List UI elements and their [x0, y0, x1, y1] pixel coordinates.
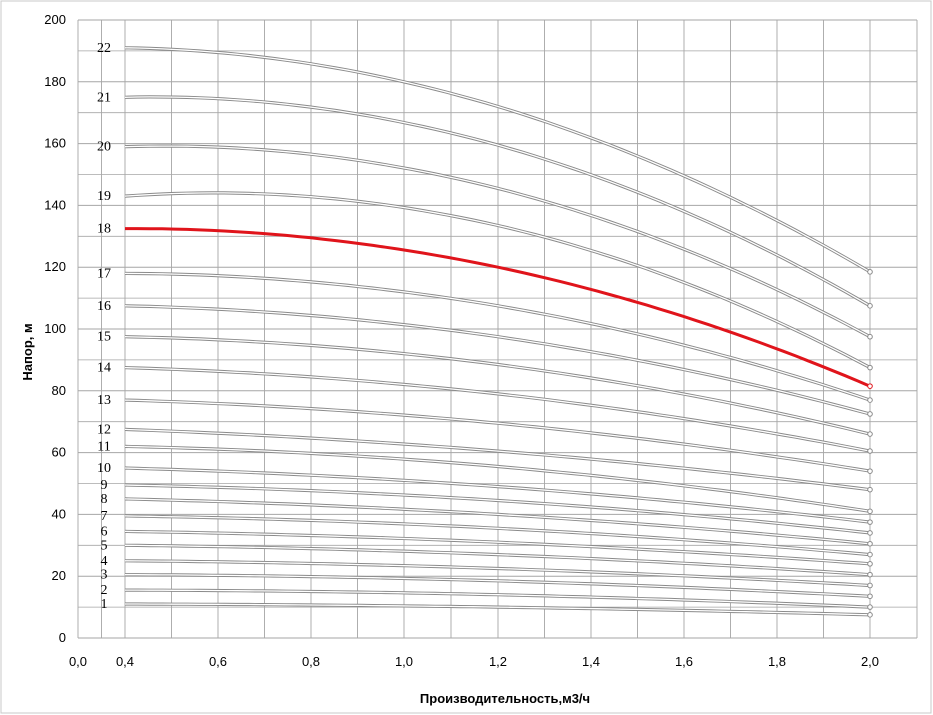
series-end-marker-20 — [867, 333, 873, 340]
curve-label-5: 5 — [101, 538, 108, 553]
curve-label-20: 20 — [97, 140, 111, 155]
series-line-core-14 — [124, 366, 871, 452]
series-line-18 — [125, 227, 871, 388]
series-end-marker-1 — [867, 612, 873, 618]
x-tick-label: 0,4 — [116, 654, 134, 669]
series-line-core-13 — [124, 399, 871, 472]
y-tick-label: 120 — [44, 259, 66, 274]
y-tick-label: 40 — [52, 506, 66, 521]
x-tick-label: 0,8 — [302, 654, 320, 669]
curve-label-14: 14 — [97, 361, 111, 376]
curve-label-7: 7 — [101, 509, 108, 524]
series-line-core-7 — [124, 515, 871, 556]
series-line-core-20 — [124, 145, 871, 338]
series-end-marker-22 — [867, 269, 873, 275]
series-line-core-15 — [124, 336, 871, 435]
series-line-core-6 — [124, 530, 871, 565]
series-line-core-21 — [124, 96, 871, 307]
y-tick-label: 20 — [52, 568, 66, 583]
series-end-marker-17 — [867, 397, 873, 403]
curve-label-22: 22 — [97, 41, 111, 56]
series-end-marker-2 — [867, 604, 873, 610]
series-end-marker-12 — [867, 486, 873, 493]
series-end-marker-13 — [867, 468, 873, 474]
x-tick-label: 1,4 — [582, 654, 600, 669]
series-line-core-16 — [124, 305, 871, 415]
x-axis-title: Производительность,м3/ч — [420, 691, 590, 706]
series-end-marker-4 — [867, 582, 873, 589]
series-line-core-19 — [124, 192, 871, 369]
series-end-marker-19 — [867, 364, 873, 371]
series-end-marker-8 — [867, 540, 873, 547]
series-line-core-8 — [124, 498, 871, 545]
curve-label-3: 3 — [101, 568, 108, 583]
curve-label-4: 4 — [101, 554, 108, 569]
x-tick-label: 1,8 — [768, 654, 786, 669]
y-tick-label: 0 — [59, 630, 66, 645]
series-curves — [124, 46, 873, 618]
x-tick-label: 0,0 — [69, 654, 87, 669]
curve-label-16: 16 — [97, 299, 111, 314]
curve-label-8: 8 — [101, 492, 108, 507]
x-tick-label: 0,6 — [209, 654, 227, 669]
series-end-marker-9 — [867, 530, 873, 536]
y-axis-title: Напор, м — [20, 323, 35, 380]
curve-label-11: 11 — [97, 439, 110, 454]
gridlines — [77, 19, 918, 639]
curve-label-13: 13 — [97, 393, 111, 408]
y-tick-label: 200 — [44, 12, 66, 27]
curve-label-12: 12 — [97, 422, 111, 437]
series-end-marker-10 — [867, 519, 873, 525]
x-tick-label: 1,6 — [675, 654, 693, 669]
series-line-core-5 — [124, 544, 871, 576]
series-line-core-22 — [124, 47, 871, 273]
series-end-marker-11 — [867, 508, 873, 515]
series-end-marker-3 — [867, 593, 873, 600]
y-tick-label: 160 — [44, 136, 66, 151]
curve-label-6: 6 — [101, 524, 108, 539]
x-tick-label: 2,0 — [861, 654, 879, 669]
curve-label-2: 2 — [101, 583, 108, 598]
series-line-core-12 — [124, 428, 871, 491]
curve-label-10: 10 — [97, 461, 111, 476]
series-end-marker-18 — [867, 383, 873, 389]
series-end-marker-6 — [867, 561, 873, 567]
series-line-core-4 — [124, 560, 871, 587]
curve-label-19: 19 — [97, 189, 111, 204]
x-tick-label: 1,0 — [395, 654, 413, 669]
series-line-core-3 — [125, 574, 871, 597]
curve-label-18: 18 — [97, 222, 111, 237]
y-tick-label: 140 — [44, 197, 66, 212]
series-line-core-1 — [125, 603, 871, 616]
curve-label-15: 15 — [97, 330, 111, 345]
y-tick-label: 60 — [52, 445, 66, 460]
series-end-marker-14 — [867, 448, 873, 454]
series-line-core-10 — [124, 467, 871, 523]
series-end-marker-5 — [867, 571, 873, 578]
curve-label-9: 9 — [101, 478, 108, 493]
curve-label-17: 17 — [97, 266, 111, 281]
series-end-marker-21 — [867, 303, 873, 309]
y-tick-label: 80 — [52, 383, 66, 398]
curve-label-1: 1 — [101, 597, 108, 612]
series-line-core-2 — [125, 589, 871, 608]
y-tick-label: 180 — [44, 74, 66, 89]
series-end-marker-15 — [867, 431, 873, 437]
y-tick-label: 100 — [44, 321, 66, 336]
series-line-core-11 — [124, 445, 871, 512]
curve-label-21: 21 — [97, 90, 111, 105]
series-end-marker-7 — [867, 551, 873, 558]
series-line-core-9 — [124, 484, 871, 534]
series-end-marker-16 — [867, 411, 873, 417]
series-line-core-17 — [124, 272, 871, 401]
x-tick-label: 1,2 — [489, 654, 507, 669]
